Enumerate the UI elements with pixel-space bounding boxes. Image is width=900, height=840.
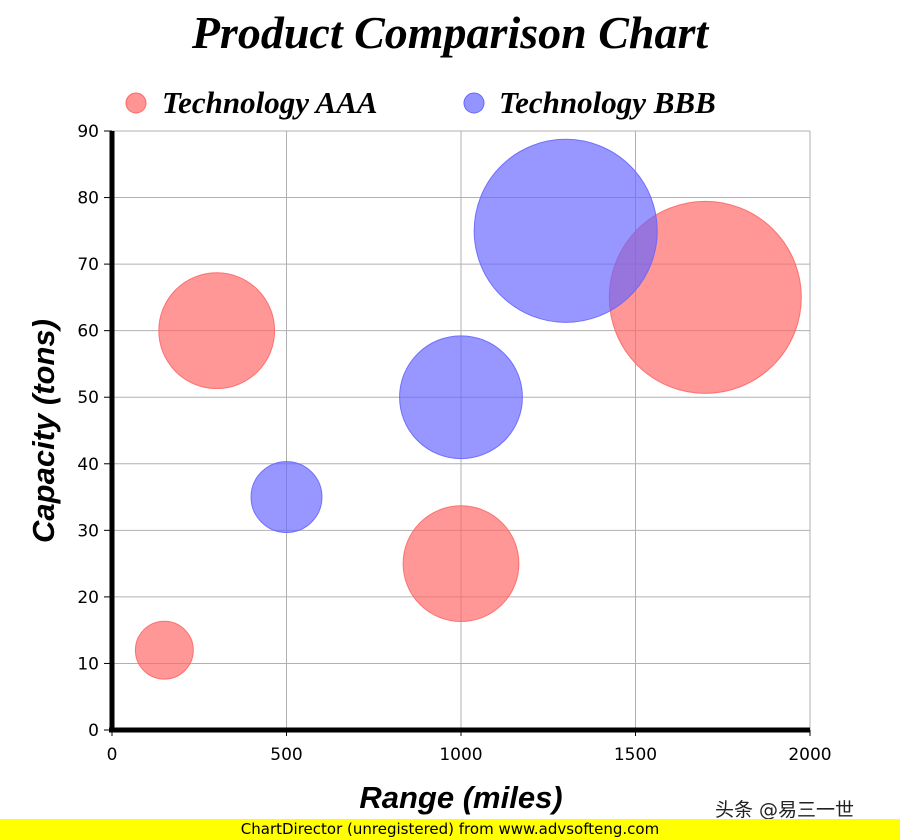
y-tick-label: 90 [77, 122, 99, 142]
x-tick-label: 0 [107, 745, 118, 765]
legend-marker-technology-aaa [125, 92, 147, 114]
x-tick-label: 1000 [439, 745, 482, 765]
x-axis-ticks: 0 500 1000 1500 2000 [107, 730, 832, 765]
legend-label-technology-bbb: Technology BBB [499, 85, 716, 120]
y-tick-label: 50 [77, 388, 99, 408]
y-tick-label: 0 [88, 721, 99, 741]
plot-area: 0 500 1000 1500 2000 0 10 20 30 40 50 60 70 80 90 [77, 122, 831, 765]
bubbles [134, 138, 802, 680]
bubble-technology-bbb[interactable] [250, 461, 323, 534]
bubble-technology-aaa[interactable] [402, 505, 520, 623]
y-tick-label: 70 [77, 255, 99, 275]
legend-marker-technology-bbb [463, 92, 485, 114]
bubble-technology-aaa[interactable] [158, 272, 276, 390]
y-tick-label: 20 [77, 588, 99, 608]
legend-label-technology-aaa: Technology AAA [162, 85, 378, 120]
bubble-technology-bbb[interactable] [473, 138, 658, 323]
footer-banner[interactable]: ChartDirector (unregistered) from www.ad… [0, 819, 900, 840]
watermark: 头条 @易三一世 [715, 799, 855, 821]
y-tick-label: 40 [77, 455, 99, 475]
y-tick-label: 10 [77, 654, 99, 674]
y-tick-label: 30 [77, 521, 99, 541]
legend: Technology AAA Technology BBB [125, 85, 716, 120]
x-tick-label: 500 [270, 745, 302, 765]
y-tick-label: 60 [77, 322, 99, 342]
x-tick-label: 1500 [614, 745, 657, 765]
bubble-technology-aaa[interactable] [134, 620, 194, 680]
y-tick-label: 80 [77, 189, 99, 209]
bubble-technology-bbb[interactable] [399, 335, 523, 460]
chart-title: Product Comparison Chart [191, 7, 710, 58]
x-tick-label: 2000 [788, 745, 831, 765]
x-axis-title: Range (miles) [359, 780, 562, 815]
y-axis-ticks: 0 10 20 30 40 50 60 70 80 90 [77, 122, 112, 741]
y-axis-title: Capacity (tons) [26, 319, 61, 543]
